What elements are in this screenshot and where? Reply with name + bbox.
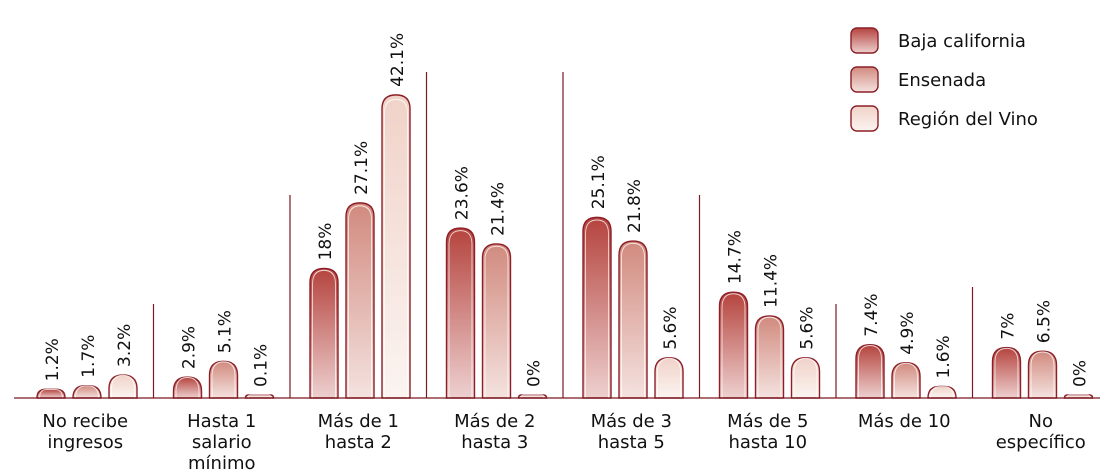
value-label: 5.1% (216, 310, 236, 353)
bar (108, 374, 138, 399)
bar (855, 344, 885, 399)
value-label: 11.4% (762, 254, 782, 308)
value-label: 21.8% (625, 179, 645, 233)
bar-highlight (894, 362, 918, 399)
bar-highlight (621, 242, 645, 399)
category-label: Más de 1 hasta 2 (318, 411, 399, 453)
value-label: 5.6% (661, 306, 681, 349)
value-label: 27.1% (352, 141, 372, 195)
value-label: 5.6% (798, 306, 818, 349)
category-label: Más de 5 hasta 10 (727, 411, 808, 453)
bar-highlight (930, 386, 954, 399)
bar (244, 394, 275, 399)
value-label: 7.4% (862, 294, 882, 337)
value-label: 0% (1071, 360, 1091, 387)
bar-highlight (175, 376, 200, 399)
value-label: 1.6% (934, 335, 954, 378)
bar-highlight (1030, 351, 1055, 399)
legend-swatch (850, 105, 879, 132)
bar (309, 267, 339, 399)
bar-highlight (585, 219, 609, 399)
bar-highlight (858, 344, 882, 399)
value-label: 18% (316, 223, 336, 261)
legend-label: Ensenada (898, 70, 986, 91)
bar (1063, 394, 1094, 399)
value-label: 0.1% (252, 344, 272, 387)
bar (36, 388, 66, 399)
value-label: 7% (999, 313, 1019, 340)
category-label: Más de 10 (858, 411, 951, 432)
bar (991, 346, 1022, 399)
bar (481, 243, 512, 399)
bar-highlight (348, 205, 372, 399)
bar (790, 356, 821, 399)
bar (754, 315, 785, 399)
value-label: 3.2% (115, 324, 135, 367)
category-labels-layer: No recibe ingresos Hasta 1 salario mínimo Más… (42, 411, 1085, 474)
category-label: Más de 2 hasta 3 (454, 411, 535, 453)
bar-highlight (793, 357, 818, 399)
bar (1027, 350, 1058, 399)
bar (72, 385, 102, 399)
value-label: 1.2% (43, 338, 63, 381)
bar (927, 385, 957, 399)
legend-swatch (850, 27, 879, 54)
value-label: 4.9% (898, 312, 918, 355)
bar-highlight (111, 374, 135, 399)
bar-highlight (994, 347, 1019, 399)
value-label: 21.4% (489, 182, 509, 236)
bar-highlight (520, 394, 545, 399)
bar-highlight (312, 269, 336, 399)
legend-swatch (850, 66, 879, 93)
bar-highlight (247, 394, 272, 399)
bar-highlight (484, 245, 509, 399)
bar (445, 227, 476, 399)
value-label: 1.7% (79, 335, 99, 378)
category-label: Más de 3 hasta 5 (591, 411, 672, 453)
bar-highlight (448, 230, 473, 399)
category-label: Hasta 1 salario mínimo (187, 411, 256, 474)
value-labels-layer: 1.2% 1.7% 3.2% 2.9% 5.1% 0.1% 18% 27.1% 42.1% 23.… (43, 33, 1091, 387)
legend-label: Baja california (898, 31, 1026, 52)
value-label: 6.5% (1035, 300, 1055, 343)
bar-highlight (39, 388, 63, 399)
legend-label: Región del Vino (898, 109, 1038, 130)
bar (381, 94, 411, 399)
value-label: 23.6% (453, 166, 473, 220)
bar-highlight (211, 361, 236, 399)
bar-highlight (1066, 394, 1091, 399)
value-label: 25.1% (589, 155, 609, 209)
value-label: 14.7% (726, 230, 746, 284)
bar (208, 360, 239, 399)
bar (345, 202, 375, 399)
category-label: No recibe ingresos (42, 411, 128, 453)
bar-highlight (657, 357, 681, 399)
bar (654, 356, 684, 399)
bar (172, 376, 203, 399)
bar (582, 216, 612, 399)
bar (618, 240, 648, 399)
bar (517, 394, 548, 399)
value-label: 2.9% (180, 326, 200, 369)
category-label: No específico (996, 411, 1086, 453)
value-label: 42.1% (388, 33, 408, 87)
bar (718, 291, 749, 399)
bar-highlight (721, 293, 746, 399)
category-separators (152, 72, 974, 398)
legend: Baja california Ensenada Región del Vino (850, 27, 1038, 132)
bar-highlight (384, 98, 408, 399)
bar-highlight (757, 316, 782, 399)
bars-layer (36, 94, 1094, 399)
value-label: 0% (525, 360, 545, 387)
bar-highlight (75, 385, 99, 399)
